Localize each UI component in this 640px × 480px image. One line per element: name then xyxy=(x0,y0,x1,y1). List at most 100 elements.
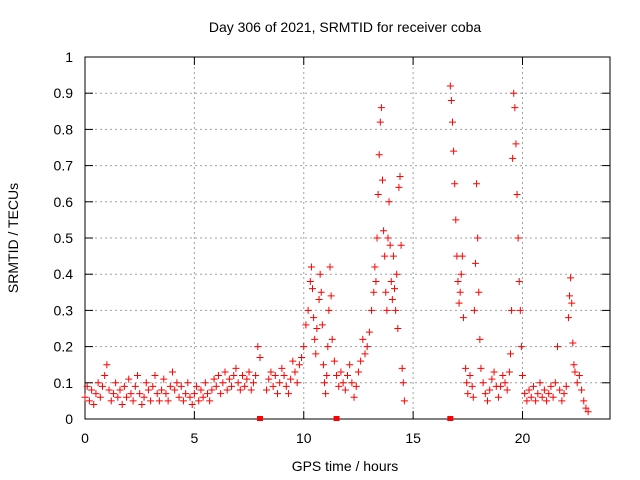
data-point xyxy=(197,386,205,394)
data-point xyxy=(225,375,233,383)
data-point xyxy=(450,147,458,155)
data-point xyxy=(570,361,578,369)
data-point xyxy=(149,382,157,390)
data-point xyxy=(470,306,478,314)
data-point xyxy=(335,382,343,390)
data-point xyxy=(514,234,522,242)
data-point xyxy=(499,372,507,380)
data-point xyxy=(193,382,201,390)
data-point xyxy=(284,390,292,398)
data-point xyxy=(466,372,474,380)
data-point xyxy=(357,357,365,365)
data-point xyxy=(469,393,477,401)
data-point xyxy=(374,191,382,199)
y-tick-label: 0.4 xyxy=(54,266,74,282)
outage-markers xyxy=(257,416,454,421)
data-point xyxy=(252,372,260,380)
y-tick-label: 0.3 xyxy=(54,302,74,318)
data-point xyxy=(134,372,141,380)
data-point xyxy=(350,393,358,401)
data-point xyxy=(109,390,117,398)
data-point xyxy=(515,277,523,285)
y-tick-label: 0.6 xyxy=(54,194,74,210)
data-point xyxy=(90,401,98,409)
data-point xyxy=(164,397,172,405)
data-point xyxy=(236,386,244,394)
data-point xyxy=(359,335,367,343)
data-point xyxy=(230,372,238,380)
data-point xyxy=(323,372,331,380)
data-point xyxy=(462,364,470,372)
data-point xyxy=(375,151,383,159)
data-point xyxy=(385,198,393,206)
y-tick-label: 1 xyxy=(65,49,73,65)
data-point xyxy=(263,386,271,394)
data-point xyxy=(325,306,333,314)
data-point xyxy=(123,393,131,401)
data-point xyxy=(245,368,253,376)
data-point xyxy=(486,386,494,394)
data-point xyxy=(536,379,544,387)
data-point xyxy=(232,364,240,372)
data-point xyxy=(388,296,396,304)
data-point xyxy=(179,397,187,405)
data-point xyxy=(503,386,511,394)
data-point xyxy=(389,252,397,260)
data-point xyxy=(393,270,401,278)
data-point xyxy=(477,364,485,372)
data-point xyxy=(88,386,96,394)
data-point xyxy=(293,379,301,387)
data-point xyxy=(312,350,320,358)
data-point xyxy=(361,350,369,358)
data-point xyxy=(274,390,281,398)
data-point xyxy=(573,379,581,387)
data-point xyxy=(458,252,466,260)
data-point xyxy=(394,325,402,332)
data-point xyxy=(558,397,566,405)
data-point xyxy=(138,401,146,409)
data-point xyxy=(287,375,295,383)
data-point xyxy=(223,386,231,394)
data-point xyxy=(99,382,106,390)
x-tick-label: 0 xyxy=(81,430,89,446)
data-point xyxy=(315,296,323,304)
data-point xyxy=(341,386,349,394)
data-point xyxy=(371,263,379,271)
data-point xyxy=(107,397,115,405)
data-point xyxy=(339,379,347,387)
data-point xyxy=(295,361,303,369)
data-point xyxy=(92,390,100,398)
data-point xyxy=(83,382,91,390)
y-tick-label: 0.2 xyxy=(54,339,74,355)
data-point xyxy=(344,372,351,380)
y-tick-label: 0.9 xyxy=(54,85,74,101)
data-point xyxy=(118,401,126,409)
data-point xyxy=(494,393,502,401)
data-point xyxy=(337,368,345,376)
data-point xyxy=(571,368,579,376)
data-point xyxy=(85,397,93,405)
y-tick-label: 0.5 xyxy=(54,230,74,246)
data-point xyxy=(506,350,514,358)
data-point xyxy=(153,390,161,398)
data-point xyxy=(330,357,338,365)
data-point xyxy=(473,180,481,188)
data-point xyxy=(543,397,551,405)
data-point xyxy=(319,361,327,369)
data-point xyxy=(317,288,325,296)
data-point xyxy=(497,382,505,390)
data-point xyxy=(291,368,299,376)
data-point xyxy=(501,379,509,387)
data-point xyxy=(534,390,542,398)
data-point xyxy=(101,372,109,380)
data-point xyxy=(204,390,211,398)
data-point xyxy=(377,104,385,112)
data-point xyxy=(333,372,341,380)
data-point xyxy=(307,263,315,271)
data-point xyxy=(302,321,310,329)
data-point xyxy=(568,299,576,307)
data-point xyxy=(265,375,273,383)
outage-marker xyxy=(333,416,340,421)
data-point xyxy=(324,343,332,351)
